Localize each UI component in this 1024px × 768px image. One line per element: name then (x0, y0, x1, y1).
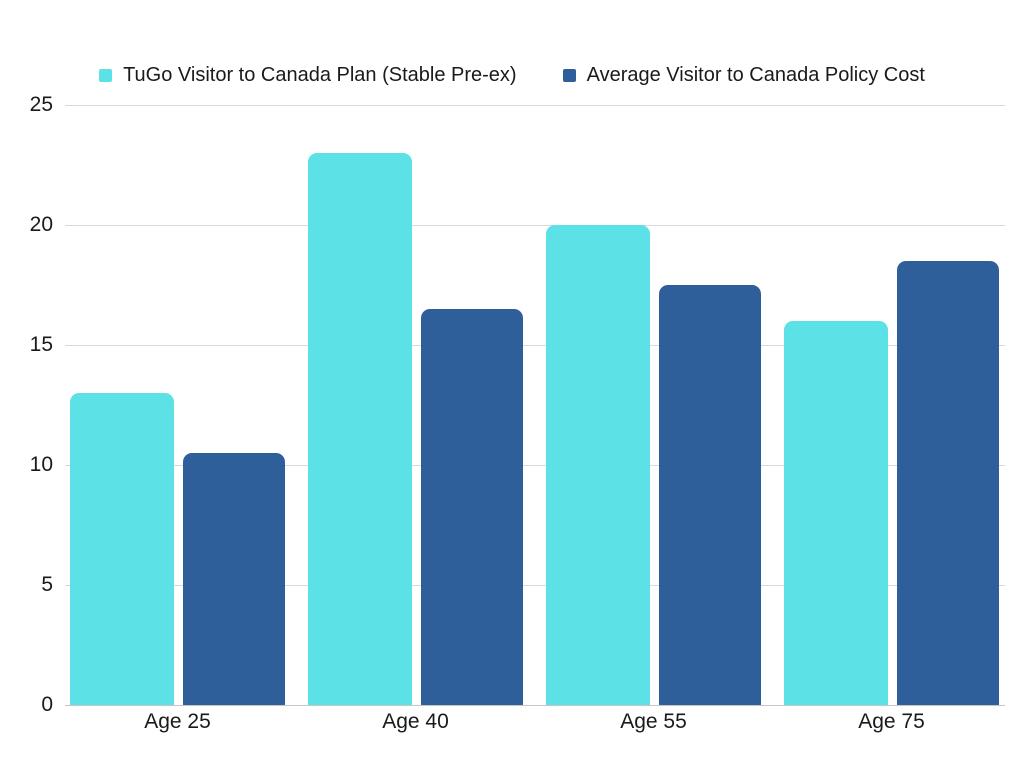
bar-age-55-tugo (546, 225, 650, 705)
gridline-25 (65, 105, 1005, 106)
y-tick-label-15: 15 (29, 333, 53, 356)
y-tick-label-20: 20 (29, 213, 53, 236)
x-tick-label-age-55: Age 55 (620, 710, 687, 733)
bar-age-25-average (183, 453, 285, 705)
legend-label-average: Average Visitor to Canada Policy Cost (586, 64, 925, 86)
y-tick-label-25: 25 (29, 93, 53, 116)
bar-age-25-tugo (70, 393, 174, 705)
bar-age-40-tugo (308, 153, 412, 705)
legend-label-tugo: TuGo Visitor to Canada Plan (Stable Pre-… (123, 64, 517, 86)
legend-item-average: Average Visitor to Canada Policy Cost (562, 62, 925, 88)
gridline-0 (65, 705, 1005, 706)
y-axis-labels: 25 20 15 10 5 0 (0, 93, 53, 716)
x-tick-label-age-40: Age 40 (382, 710, 449, 733)
y-tick-label-5: 5 (41, 573, 53, 596)
gridline-15 (65, 345, 1005, 346)
gridline-5 (65, 585, 1005, 586)
x-tick-label-age-25: Age 25 (144, 710, 211, 733)
x-axis-labels: Age 25 Age 40 Age 55 Age 75 (65, 710, 1005, 742)
gridline-10 (65, 465, 1005, 466)
gridline-20 (65, 225, 1005, 226)
legend-swatch-average (562, 68, 576, 82)
bar-age-40-average (421, 309, 523, 705)
plot-area (65, 105, 1005, 706)
legend-item-tugo: TuGo Visitor to Canada Plan (Stable Pre-… (99, 62, 517, 88)
bar-age-75-average (897, 261, 999, 705)
bar-age-75-tugo (784, 321, 888, 705)
y-tick-label-10: 10 (29, 453, 53, 476)
x-tick-label-age-75: Age 75 (858, 710, 925, 733)
legend-swatch-tugo (99, 68, 113, 82)
y-tick-label-0: 0 (41, 693, 53, 716)
bar-age-55-average (659, 285, 761, 705)
chart-legend: TuGo Visitor to Canada Plan (Stable Pre-… (0, 62, 1024, 88)
